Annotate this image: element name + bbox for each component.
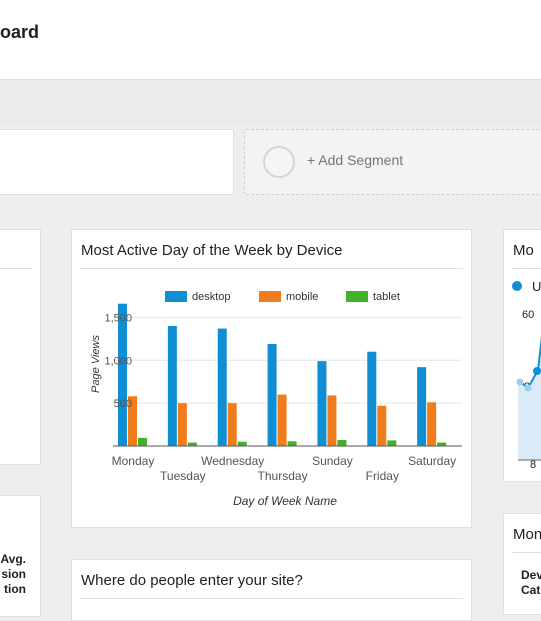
bar-desktop-wednesday bbox=[217, 328, 227, 446]
y-tick-label: 1,000 bbox=[104, 355, 132, 367]
bar-desktop-thursday bbox=[267, 344, 277, 446]
entry-card-title: Where do people enter your site? bbox=[81, 572, 303, 589]
card-divider bbox=[80, 268, 463, 269]
bar-desktop-sunday bbox=[317, 361, 327, 446]
bar-mobile-saturday bbox=[427, 402, 437, 446]
right-chart-card: Mo U 60 30 8 bbox=[503, 229, 541, 482]
y-tick: 60 bbox=[522, 309, 535, 321]
right-card-title: Mo bbox=[513, 242, 534, 259]
left-table-card: Avg. sion tion bbox=[0, 495, 41, 617]
legend-swatch-mobile bbox=[259, 291, 281, 302]
x-tick-label: Friday bbox=[366, 469, 399, 483]
legend-swatch-desktop bbox=[165, 291, 187, 302]
bar-mobile-friday bbox=[377, 405, 387, 446]
page-title: oard bbox=[0, 22, 40, 42]
add-segment-label: + Add Segment bbox=[307, 152, 404, 168]
legend-dot-icon bbox=[512, 281, 522, 291]
bar-mobile-sunday bbox=[327, 395, 337, 446]
segment-selector[interactable] bbox=[0, 129, 234, 195]
y-axis-label: Page Views bbox=[90, 335, 102, 393]
legend-swatch-tablet bbox=[346, 291, 368, 302]
right-table-title: Mon bbox=[513, 526, 541, 543]
bar-desktop-saturday bbox=[417, 367, 427, 446]
toolbar-strip bbox=[0, 80, 541, 124]
x-tick-label: Monday bbox=[112, 454, 155, 468]
right-table-card: Mon Dev Cat bbox=[503, 513, 541, 615]
bar-tablet-sunday bbox=[337, 440, 347, 446]
bar-mobile-thursday bbox=[277, 394, 287, 446]
segment-circle-icon bbox=[263, 146, 295, 178]
legend-label-desktop: desktop bbox=[192, 291, 231, 303]
bar-desktop-monday bbox=[118, 303, 127, 446]
x-tick-label: Thursday bbox=[258, 469, 308, 483]
x-tick-label: Saturday bbox=[408, 454, 456, 468]
left-widget-card bbox=[0, 229, 41, 465]
bar-tablet-saturday bbox=[437, 442, 447, 446]
bar-tablet-friday bbox=[387, 440, 397, 446]
x-tick-label: Sunday bbox=[312, 454, 353, 468]
bar-mobile-monday bbox=[128, 396, 137, 446]
bar-tablet-wednesday bbox=[237, 441, 247, 446]
bar-mobile-wednesday bbox=[227, 403, 237, 446]
bar-desktop-friday bbox=[367, 351, 377, 446]
x-tick: 8 bbox=[530, 459, 537, 471]
bar-desktop-tuesday bbox=[167, 326, 177, 446]
entry-card: Where do people enter your site? bbox=[71, 559, 472, 621]
bar-tablet-thursday bbox=[287, 441, 297, 446]
chart-card-title: Most Active Day of the Week by Device bbox=[81, 242, 343, 259]
y-tick-label: 500 bbox=[114, 398, 132, 410]
chart-card: Most Active Day of the Week by Device Mo… bbox=[71, 229, 472, 528]
x-axis-label: Day of Week Name bbox=[233, 494, 337, 508]
legend-label-mobile: mobile bbox=[286, 291, 318, 303]
x-tick-label: Tuesday bbox=[160, 469, 206, 483]
y-tick-label: 1,500 bbox=[104, 312, 132, 324]
card-divider bbox=[80, 598, 463, 599]
bar-tablet-tuesday bbox=[187, 442, 197, 446]
column-header: Dev Cat bbox=[521, 568, 541, 597]
legend-label: U bbox=[532, 279, 541, 294]
column-header: Avg. sion tion bbox=[0, 552, 26, 596]
add-segment-button[interactable]: + Add Segment bbox=[244, 129, 541, 195]
bar-tablet-monday bbox=[138, 437, 147, 446]
x-tick-label: Wednesday bbox=[201, 454, 264, 468]
legend-label-tablet: tablet bbox=[373, 291, 400, 303]
mini-line-chart bbox=[516, 336, 541, 461]
bar-mobile-tuesday bbox=[177, 403, 187, 446]
top-bar: oard bbox=[0, 0, 541, 80]
